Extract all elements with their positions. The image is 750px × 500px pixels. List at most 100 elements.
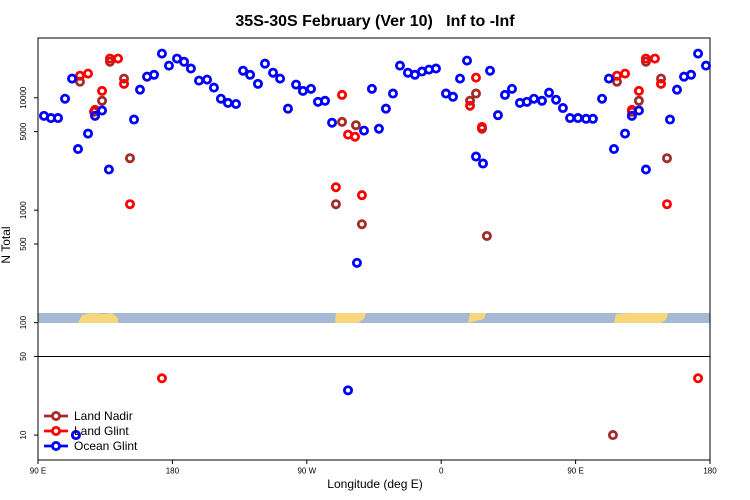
point xyxy=(649,53,660,64)
point xyxy=(222,97,233,108)
point xyxy=(462,55,473,66)
point xyxy=(252,78,263,89)
point xyxy=(572,113,583,124)
point xyxy=(330,182,341,193)
point xyxy=(387,88,398,99)
point xyxy=(330,199,341,210)
point xyxy=(358,125,369,136)
point xyxy=(499,89,510,100)
point xyxy=(470,72,481,83)
point xyxy=(97,95,108,106)
point xyxy=(124,153,135,164)
point xyxy=(350,120,361,131)
point xyxy=(465,95,476,106)
point xyxy=(633,105,644,116)
point xyxy=(351,257,362,268)
point xyxy=(587,113,598,124)
point xyxy=(607,430,618,441)
point xyxy=(350,131,361,142)
point xyxy=(565,113,576,124)
point xyxy=(337,116,348,127)
point xyxy=(611,70,622,81)
point xyxy=(470,151,481,162)
point xyxy=(297,85,308,96)
point xyxy=(656,73,667,84)
point xyxy=(608,144,619,155)
point xyxy=(537,95,548,106)
point xyxy=(356,190,367,201)
point xyxy=(343,385,354,396)
legend-marker xyxy=(51,410,62,421)
point xyxy=(686,69,697,80)
point xyxy=(268,67,279,78)
point xyxy=(640,53,651,64)
point xyxy=(640,164,651,175)
y-tick-label: 1000 xyxy=(19,201,28,219)
y-tick-label: 100 xyxy=(19,315,28,329)
point xyxy=(664,114,675,125)
x-tick-label: 180 xyxy=(166,467,180,476)
point xyxy=(134,84,145,95)
point xyxy=(320,95,331,106)
point xyxy=(208,82,219,93)
point xyxy=(551,94,562,105)
point xyxy=(245,69,256,80)
point xyxy=(60,93,71,104)
point xyxy=(557,103,568,114)
x-axis-label: Longitude (deg E) xyxy=(327,477,422,491)
point xyxy=(83,128,94,139)
point xyxy=(633,95,644,106)
point xyxy=(97,85,108,96)
point xyxy=(193,75,204,86)
point xyxy=(656,78,667,89)
point xyxy=(356,219,367,230)
x-tick-label: 90 E xyxy=(567,467,583,476)
legend-marker xyxy=(51,440,62,451)
point xyxy=(337,89,348,100)
point xyxy=(53,113,64,124)
point xyxy=(661,199,672,210)
point xyxy=(626,110,637,121)
point xyxy=(74,70,85,81)
point xyxy=(129,114,140,125)
point xyxy=(394,60,405,71)
point xyxy=(97,105,108,116)
point xyxy=(700,60,711,71)
point xyxy=(124,199,135,210)
point xyxy=(238,65,249,76)
x-tick-label: 180 xyxy=(703,467,717,476)
y-tick-label: 500 xyxy=(19,237,28,251)
land-strip xyxy=(38,313,710,323)
point xyxy=(693,373,704,384)
point xyxy=(492,110,503,121)
point xyxy=(620,68,631,79)
point xyxy=(693,48,704,59)
point xyxy=(185,63,196,74)
point xyxy=(380,103,391,114)
point xyxy=(366,83,377,94)
point xyxy=(156,373,167,384)
legend-marker xyxy=(51,425,62,436)
x-tick-label: 0 xyxy=(439,467,444,476)
point xyxy=(528,93,539,104)
point xyxy=(455,73,466,84)
point xyxy=(67,73,78,84)
point xyxy=(156,48,167,59)
point xyxy=(90,110,101,121)
point xyxy=(661,153,672,164)
y-tick-label: 50 xyxy=(19,351,28,360)
point xyxy=(603,73,614,84)
point xyxy=(633,85,644,96)
point xyxy=(305,83,316,94)
point xyxy=(231,98,242,109)
point xyxy=(470,88,481,99)
plot-frame xyxy=(37,37,711,461)
point xyxy=(215,93,226,104)
legend-label: Land Glint xyxy=(74,424,129,438)
point xyxy=(430,63,441,74)
point xyxy=(113,53,124,64)
point xyxy=(373,123,384,134)
point xyxy=(597,93,608,104)
point xyxy=(119,73,130,84)
point xyxy=(83,68,94,79)
